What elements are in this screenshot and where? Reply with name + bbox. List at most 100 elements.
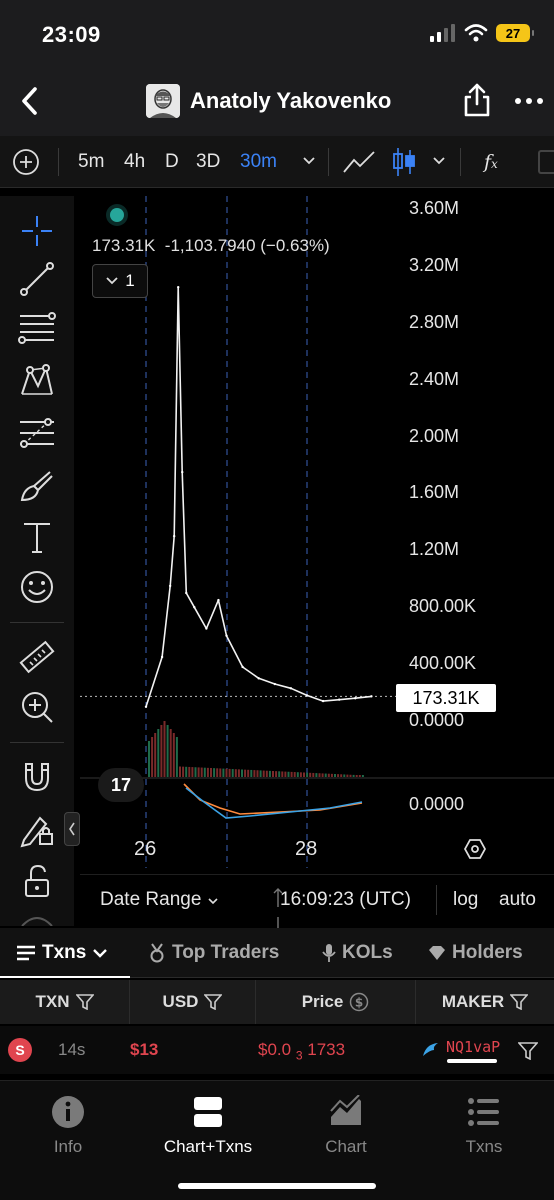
interval-4h[interactable]: 4h	[124, 151, 146, 172]
price-point-9	[217, 598, 220, 602]
avatar-sketch-icon	[146, 84, 180, 118]
projection-icon[interactable]	[18, 414, 56, 452]
emoji-icon[interactable]	[18, 568, 56, 606]
brush-icon[interactable]	[18, 466, 56, 504]
col-maker[interactable]: MAKER	[416, 980, 554, 1024]
volume-bar-21	[213, 768, 216, 777]
formula-icon[interactable]: fx	[484, 151, 498, 173]
volume-bar-27	[231, 769, 234, 777]
nav-txns-label: Txns	[465, 1137, 503, 1156]
volume-bar-49	[299, 772, 302, 777]
volume-bar-17	[200, 767, 203, 777]
y-tick-label: 800.00K	[409, 596, 477, 617]
indicator-toggle[interactable]: 1	[92, 264, 148, 298]
tab-holders[interactable]: Holders	[428, 942, 523, 964]
volume-bar-60	[334, 774, 336, 777]
price-point-19	[370, 695, 373, 698]
token-header[interactable]: Anatoly Yakovenko	[146, 84, 391, 118]
volume-bar-44	[284, 771, 287, 777]
y-tick-label: 1.60M	[409, 482, 460, 503]
nav-chart[interactable]: Chart	[286, 1095, 406, 1157]
ruler-icon[interactable]	[18, 638, 56, 676]
txn-price-digits: 1733	[307, 1040, 346, 1059]
line-chart-type-icon[interactable]	[342, 150, 376, 174]
market-status-dot	[110, 208, 124, 222]
lock-drawings-icon[interactable]	[18, 810, 56, 848]
volume-bar-33	[250, 769, 253, 777]
tradingview-logo[interactable]: 17	[98, 768, 144, 802]
legend-change: -1,103.7940 (−0.63%)	[164, 236, 330, 255]
tab-top-traders[interactable]: Top Traders	[148, 942, 279, 964]
volume-bar-54	[315, 773, 318, 777]
more-icon[interactable]	[514, 96, 544, 106]
txn-price-zeros: 3	[295, 1048, 303, 1063]
auto-scale-toggle[interactable]: auto	[499, 889, 536, 910]
eye-icon[interactable]	[18, 910, 56, 926]
filter-icon[interactable]	[518, 1042, 538, 1060]
price-point-0	[144, 705, 148, 708]
back-icon[interactable]	[14, 84, 48, 118]
volume-bar-47	[293, 772, 296, 777]
chevron-down-icon[interactable]	[432, 156, 446, 166]
zoom-in-icon[interactable]	[18, 688, 56, 726]
tab-txns[interactable]: Txns	[16, 942, 108, 964]
interval-5m[interactable]: 5m	[78, 151, 105, 172]
pattern-icon[interactable]	[18, 362, 56, 400]
interval-30m[interactable]: 30m	[240, 151, 277, 172]
area-chart-icon	[330, 1095, 361, 1125]
tab-kols-label: KOLs	[342, 942, 393, 963]
volume-bar-29	[237, 769, 240, 777]
wifi-icon	[464, 24, 488, 42]
col-txn[interactable]: TXN	[0, 980, 130, 1024]
collapse-toolbar-button[interactable]	[64, 812, 80, 846]
interval-3d[interactable]: 3D	[196, 151, 221, 172]
share-icon[interactable]	[462, 82, 492, 118]
tab-kols[interactable]: KOLs	[322, 942, 393, 964]
txn-age: 14s	[58, 1040, 86, 1059]
maker-address[interactable]: NQ1vaP	[446, 1038, 501, 1056]
info-icon	[52, 1096, 84, 1128]
volume-bar-12	[185, 766, 188, 777]
col-usd[interactable]: USD	[130, 980, 256, 1024]
unlock-icon[interactable]	[18, 862, 56, 900]
add-indicator-icon[interactable]	[12, 148, 40, 176]
resize-handle-icon[interactable]	[270, 887, 286, 937]
col-price[interactable]: Price $	[256, 980, 416, 1024]
chart-canvas[interactable]	[80, 196, 554, 868]
settings-hex-icon[interactable]	[464, 838, 486, 860]
date-range-button[interactable]: Date Range	[100, 889, 219, 911]
fib-lines-icon[interactable]	[18, 310, 56, 348]
interval-d[interactable]: D	[165, 151, 179, 172]
volume-bar-11	[182, 766, 185, 777]
tab-holders-label: Holders	[452, 942, 523, 963]
price-point-4	[177, 286, 180, 289]
list-icon	[17, 945, 35, 961]
indicator-line-orange	[183, 783, 363, 815]
utc-time[interactable]: 16:09:23 (UTC)	[280, 889, 411, 910]
volume-bar-40	[272, 771, 274, 777]
volume-bar-39	[268, 770, 271, 777]
price-point-14	[289, 687, 293, 690]
magnet-icon[interactable]	[18, 758, 56, 796]
text-tool-icon[interactable]	[18, 518, 56, 556]
trend-line-icon[interactable]	[18, 260, 56, 298]
y-tick-label: 2.40M	[409, 368, 460, 389]
nav-chart-txns[interactable]: Chart+Txns	[148, 1095, 268, 1157]
chevron-down-icon[interactable]	[302, 156, 316, 166]
tab-top-traders-label: Top Traders	[172, 942, 280, 963]
more-tools-icon[interactable]	[538, 150, 554, 174]
nav-txns[interactable]: Txns	[424, 1095, 544, 1157]
volume-bar-37	[262, 770, 265, 777]
price-point-13	[273, 682, 276, 686]
txn-price-prefix: $0.0	[258, 1040, 292, 1059]
crosshair-icon[interactable]	[18, 212, 56, 250]
volume-bar-55	[318, 773, 321, 777]
volume-bar-51	[306, 772, 309, 777]
nav-info[interactable]: Info	[8, 1095, 128, 1157]
price-chart[interactable]	[80, 196, 554, 868]
table-row[interactable]: S 14s $13 $0.0 3 1733 NQ1vaP	[0, 1026, 554, 1074]
candles-chart-type-icon[interactable]	[392, 146, 416, 178]
log-scale-toggle[interactable]: log	[453, 889, 479, 910]
volume-bar-43	[281, 771, 284, 777]
txn-price: $0.0 3 1733	[258, 1040, 345, 1062]
